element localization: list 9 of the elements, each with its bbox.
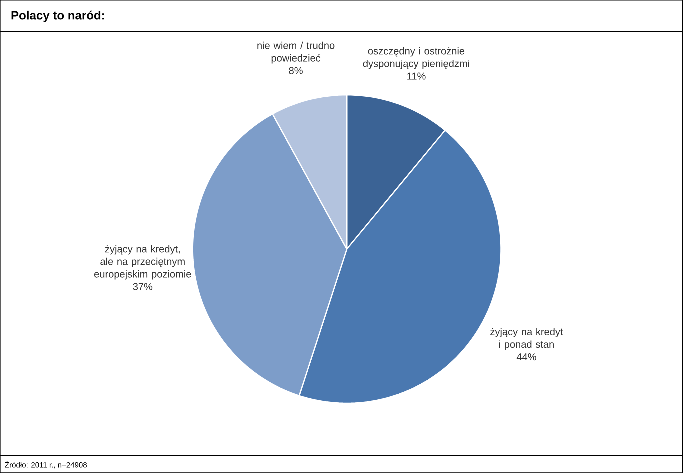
chart-title: Polacy to naród: <box>12 10 104 22</box>
slice-label: żyjący na kredyt i ponad stan <box>490 328 564 350</box>
data-label: 8% <box>289 67 303 74</box>
slice-label: oszczędny i ostrożnie dysponujący pieniędzmi <box>363 47 470 70</box>
data-label: 37% <box>133 283 153 290</box>
data-label: 11% <box>408 72 426 80</box>
slice-label: nie wiem / trudno powiedzieć <box>258 42 335 64</box>
slice-label: żyjący na kredyt, ale na przeciętnym europejskim poziomie <box>94 245 192 280</box>
data-label: 44% <box>516 353 536 360</box>
